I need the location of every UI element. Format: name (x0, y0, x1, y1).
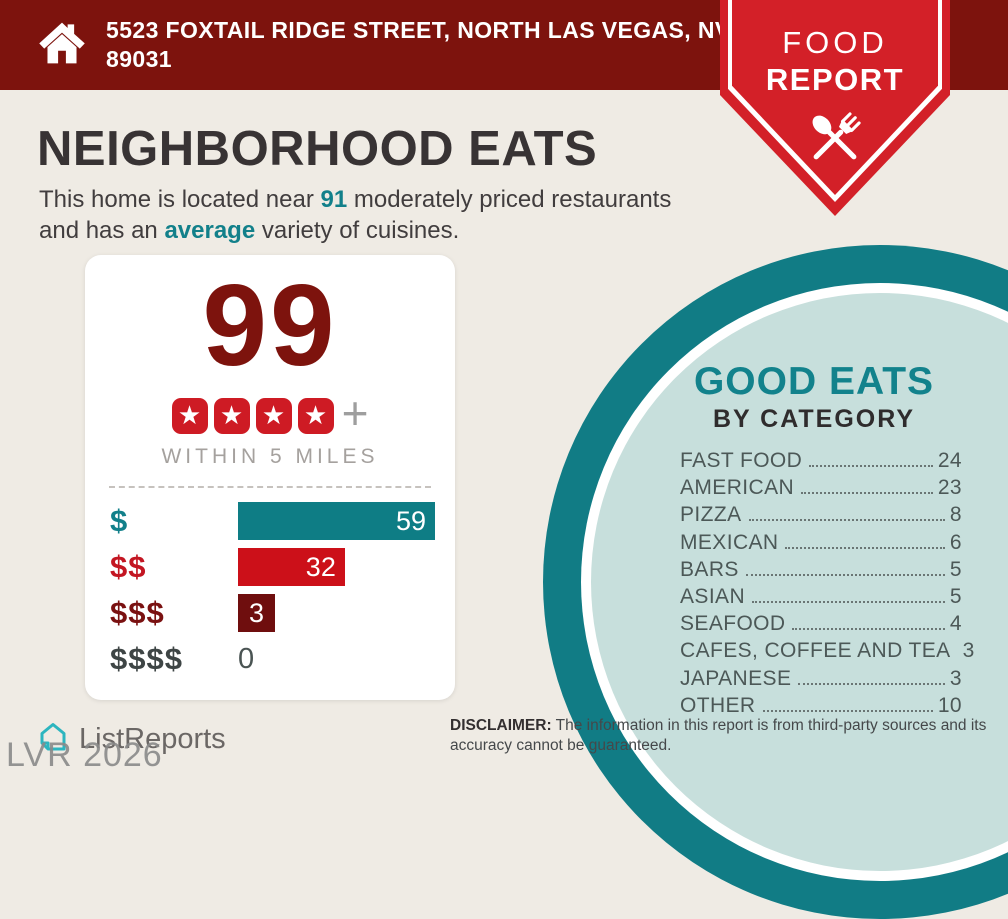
price-bar-row: $$$$ 0 (85, 636, 455, 682)
dotted-leader (745, 573, 945, 576)
category-count: 4 (949, 612, 962, 636)
price-bars: $59 $$ 32 $$$ 3 $$$$ 0 (85, 498, 455, 682)
dotted-leader (792, 628, 945, 631)
dotted-leader (762, 709, 933, 712)
bar: 59 (238, 502, 435, 540)
category-count: 23 (937, 476, 962, 500)
category-name: MEXICAN (680, 530, 779, 554)
star-icon: ★ (213, 398, 250, 434)
category-name: AMERICAN (680, 476, 795, 500)
address-line-1: 5523 FOXTAIL RIDGE STREET, NORTH LAS VEG… (106, 17, 731, 43)
category-count: 6 (949, 530, 962, 554)
category-row: CAFES, COFFEE AND TEA 3 (680, 639, 974, 666)
price-bar-row: $59 (85, 498, 455, 544)
disclaimer: DISCLAIMER: The information in this repo… (450, 716, 998, 756)
rating-row: ★ ★ ★ ★ + (85, 390, 455, 436)
summary-text: variety of cuisines. (255, 217, 460, 244)
category-count: 3 (962, 639, 975, 663)
dotted-leader (809, 465, 933, 467)
category-name: OTHER (680, 693, 756, 717)
property-address: 5523 FOXTAIL RIDGE STREET, NORTH LAS VEG… (106, 16, 731, 74)
disclaimer-text: The information in this report is from t… (450, 717, 987, 754)
category-name: JAPANESE (680, 666, 792, 690)
summary-text: moderately priced restaurants and has an (39, 186, 672, 244)
bar-track: 59 (238, 502, 435, 540)
category-count: 5 (949, 557, 962, 581)
category-row: AMERICAN 23 (680, 476, 962, 503)
star-icon: ★ (255, 398, 292, 434)
category-count: 10 (937, 693, 962, 717)
category-row: SEAFOOD 4 (680, 612, 962, 639)
house-icon (36, 17, 88, 74)
category-name: ASIAN (680, 584, 746, 608)
category-row: FAST FOOD 24 (680, 449, 962, 476)
category-row: BARS 5 (680, 558, 962, 585)
page-title: NEIGHBORHOOD EATS (37, 122, 598, 176)
brand-name: ListReports (79, 723, 226, 755)
restaurant-score-card: 99 ★ ★ ★ ★ + WITHIN 5 MILES $59 $$ 32 $$$ 3 $$$$… (85, 255, 455, 700)
dotted-leader (801, 492, 933, 495)
category-list: FAST FOOD 24 AMERICAN 23 PIZZA 8 MEXICAN 6 BARS 5… (658, 449, 974, 721)
price-tier-label: $ (110, 503, 129, 538)
dotted-leader (748, 519, 945, 522)
category-row: PIZZA 8 (680, 503, 962, 530)
bar-track: 32 (238, 548, 435, 586)
category-row: ASIAN 5 (680, 585, 962, 612)
variety-highlight: average (164, 217, 256, 244)
zero-value: 0 (238, 642, 255, 675)
summary-text: This home is located near (39, 186, 321, 213)
category-row: MEXICAN 6 (680, 531, 962, 558)
good-eats-subtitle: BY CATEGORY (712, 405, 916, 433)
price-tier-label: $$$ (110, 595, 165, 630)
category-count: 3 (949, 666, 962, 690)
bar-track: 0 (238, 640, 435, 678)
summary-sentence: This home is located near 91 moderately … (39, 184, 707, 246)
watermark: LVR 2026 (6, 736, 163, 774)
listreports-logo-icon (36, 719, 70, 760)
category-row: OTHER 10 (680, 694, 962, 721)
ribbon-title-line2: REPORT (765, 62, 905, 97)
ribbon-content: FOOD REPORT (720, 0, 950, 216)
dotted-leader (798, 682, 945, 685)
dashed-divider (109, 486, 431, 488)
dotted-leader (752, 600, 945, 603)
food-report-ribbon: FOOD REPORT (720, 0, 950, 216)
radius-label: WITHIN 5 MILES (161, 445, 379, 468)
listreports-brand: ListReports (36, 719, 226, 760)
category-count: 5 (949, 584, 962, 608)
category-name: FAST FOOD (680, 449, 803, 472)
category-name: CAFES, COFFEE AND TEA (680, 639, 951, 663)
price-tier-label: $$ (110, 549, 147, 584)
star-icon: ★ (171, 398, 208, 434)
restaurant-count: 99 (202, 260, 338, 390)
bar: 32 (238, 548, 345, 586)
disclaimer-label: DISCLAIMER: (450, 717, 552, 734)
category-name: PIZZA (680, 503, 742, 527)
plus-sign: + (341, 387, 369, 439)
crossed-spoon-and-fork-icon (720, 102, 950, 179)
category-count: 8 (949, 503, 962, 527)
bar: 3 (238, 594, 275, 632)
ribbon-title-line1: FOOD (782, 25, 888, 60)
price-tier-label: $$$$ (110, 641, 183, 676)
price-bar-row: $$ 32 (85, 544, 455, 590)
price-bar-row: $$$ 3 (85, 590, 455, 636)
bar-track: 3 (238, 594, 435, 632)
star-icon: ★ (297, 398, 334, 434)
category-count: 24 (937, 449, 962, 472)
address-line-2: 89031 (106, 46, 172, 72)
stars-group: ★ ★ ★ ★ (171, 398, 334, 434)
category-name: SEAFOOD (680, 612, 786, 636)
dotted-leader (785, 546, 945, 549)
category-row: JAPANESE 3 (680, 667, 962, 694)
good-eats-panel: GOOD EATS BY CATEGORY FAST FOOD 24 AMERICA… (658, 360, 974, 721)
good-eats-title: GOOD EATS (693, 360, 935, 403)
category-name: BARS (680, 557, 739, 581)
restaurant-count-highlight: 91 (320, 186, 348, 213)
